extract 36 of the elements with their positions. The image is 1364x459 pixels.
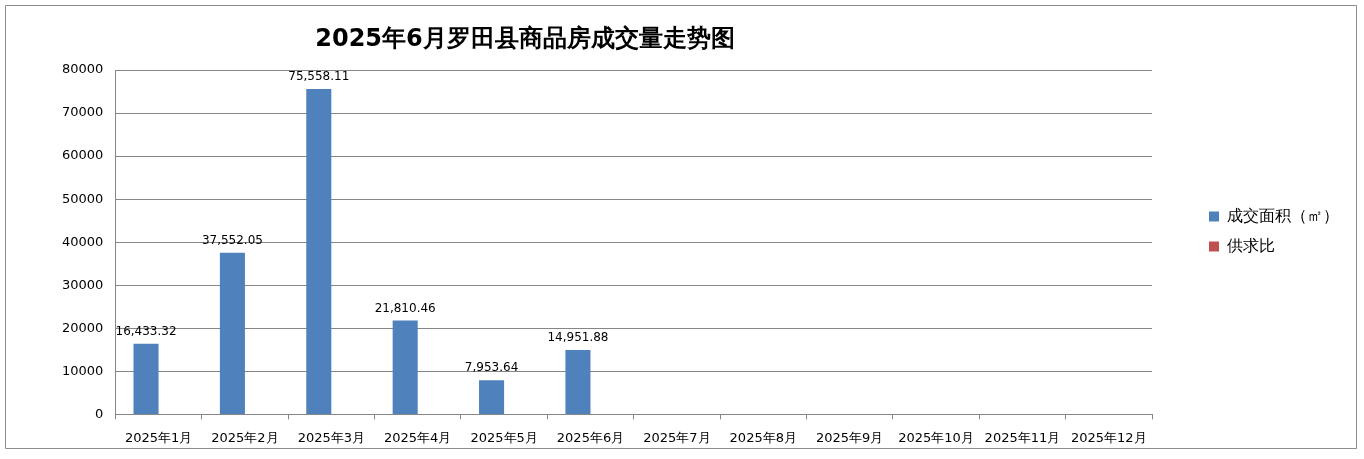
y-tick-label: 10000 <box>62 362 104 378</box>
x-tick-label: 2025年3月 <box>297 429 365 445</box>
y-tick-label: 0 <box>95 405 104 421</box>
y-tick-label: 60000 <box>62 147 104 163</box>
y-tick-label: 20000 <box>62 319 104 335</box>
bar <box>306 89 332 414</box>
x-tick-label: 2025年7月 <box>643 429 711 445</box>
data-label: 7,953.64 <box>464 360 519 375</box>
x-tick-label: 2025年12月 <box>1070 429 1147 445</box>
bar <box>565 350 591 414</box>
legend-label: 成交面积（㎡） <box>1227 205 1339 225</box>
legend-label: 供求比 <box>1227 235 1275 255</box>
data-label: 37,552.05 <box>201 232 263 247</box>
x-tick-label: 2025年2月 <box>211 429 279 445</box>
x-tick-label: 2025年11月 <box>984 429 1061 445</box>
data-label: 21,810.46 <box>374 300 436 315</box>
x-tick-label: 2025年10月 <box>898 429 974 445</box>
x-tick-label: 2025年8月 <box>729 429 797 445</box>
bar <box>392 320 418 414</box>
y-tick-label: 80000 <box>62 61 104 77</box>
bar <box>219 252 245 414</box>
x-tick-label: 2025年9月 <box>815 429 884 445</box>
chart-title: 2025年6月罗田县商品房成交量走势图 <box>314 23 736 54</box>
x-tick-label: 2025年1月 <box>124 429 193 445</box>
data-label: 75,558.11 <box>288 69 350 84</box>
bar <box>133 343 159 414</box>
x-tick-label: 2025年5月 <box>470 429 538 445</box>
x-tick-label: 2025年6月 <box>556 429 625 445</box>
data-label: 16,433.32 <box>115 323 177 338</box>
bar <box>479 380 505 414</box>
y-tick-label: 30000 <box>62 276 104 292</box>
y-tick-label: 70000 <box>62 104 104 120</box>
data-label: 14,951.88 <box>547 330 609 345</box>
y-tick-label: 50000 <box>62 190 104 206</box>
y-tick-label: 40000 <box>62 233 104 249</box>
x-tick-label: 2025年4月 <box>384 429 452 445</box>
